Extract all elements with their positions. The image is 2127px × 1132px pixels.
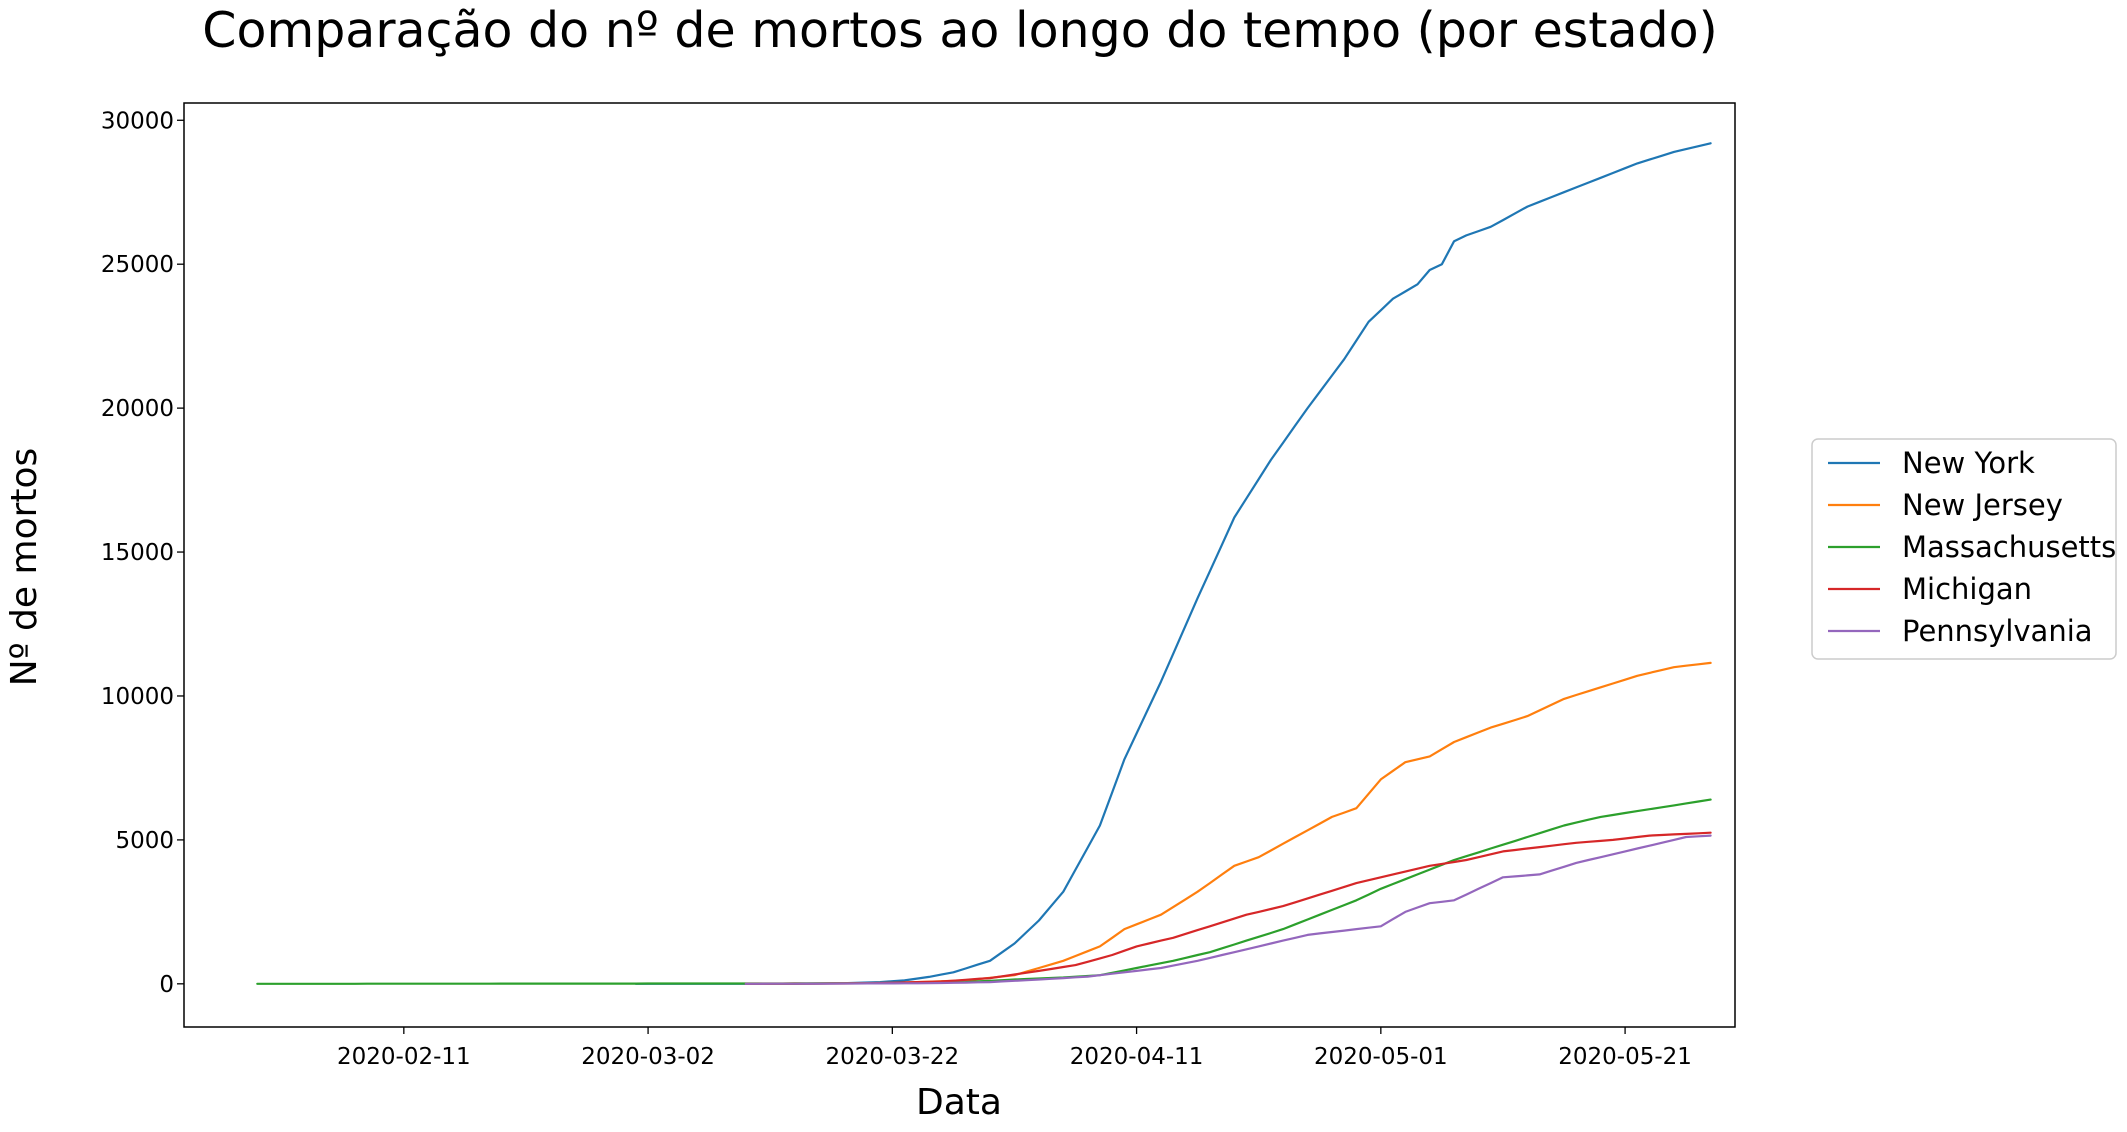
series-line-new-york xyxy=(634,142,1712,985)
series-group xyxy=(256,142,1712,985)
series-line-massachusetts xyxy=(256,798,1712,985)
y-tick-label: 30000 xyxy=(101,108,174,134)
legend-label: Pennsylvania xyxy=(1902,614,2093,648)
plot-area xyxy=(183,102,1736,1028)
legend: New York New Jersey Massachusetts Michigan P… xyxy=(1811,438,2117,660)
plot-frame xyxy=(183,102,1736,1028)
legend-item: Massachusetts xyxy=(1828,530,2116,564)
legend-item: Pennsylvania xyxy=(1828,614,2093,648)
series-line-new-jersey xyxy=(744,661,1712,985)
legend-frame xyxy=(1811,438,2117,660)
chart-title: Comparação do nº de mortos ao longo do t… xyxy=(202,2,1717,59)
x-axis: 2020-02-11 2020-03-02 2020-03-22 2020-04-11… xyxy=(337,1027,1692,1070)
legend-label: New Jersey xyxy=(1902,488,2063,522)
x-tick-label: 2020-05-01 xyxy=(1314,1044,1448,1070)
legend-label: Massachusetts xyxy=(1902,530,2116,564)
legend-label: Michigan xyxy=(1902,572,2032,606)
x-axis-label: Data xyxy=(916,1082,1002,1123)
legend-item: New Jersey xyxy=(1828,488,2063,522)
y-tick-label: 20000 xyxy=(101,396,174,422)
legend-label: New York xyxy=(1902,446,2035,480)
legend-item: Michigan xyxy=(1828,572,2032,606)
y-tick-label: 10000 xyxy=(101,684,174,710)
y-axis-label: Nº de mortos xyxy=(4,448,45,687)
x-tick-label: 2020-03-02 xyxy=(581,1044,715,1070)
y-tick-label: 15000 xyxy=(101,540,174,566)
x-tick-label: 2020-03-22 xyxy=(825,1044,959,1070)
x-tick-label: 2020-02-11 xyxy=(337,1044,471,1070)
x-tick-label: 2020-04-11 xyxy=(1070,1044,1204,1070)
series-line-michigan xyxy=(744,831,1712,985)
legend-item: New York xyxy=(1828,446,2035,480)
y-tick-label: 25000 xyxy=(101,252,174,278)
y-tick-label: 0 xyxy=(159,972,174,998)
x-tick-label: 2020-05-21 xyxy=(1558,1044,1692,1070)
y-axis: 0 5000 10000 15000 20000 25000 30000 xyxy=(101,108,184,998)
series-line-pennsylvania xyxy=(744,834,1712,985)
y-tick-label: 5000 xyxy=(115,828,174,854)
